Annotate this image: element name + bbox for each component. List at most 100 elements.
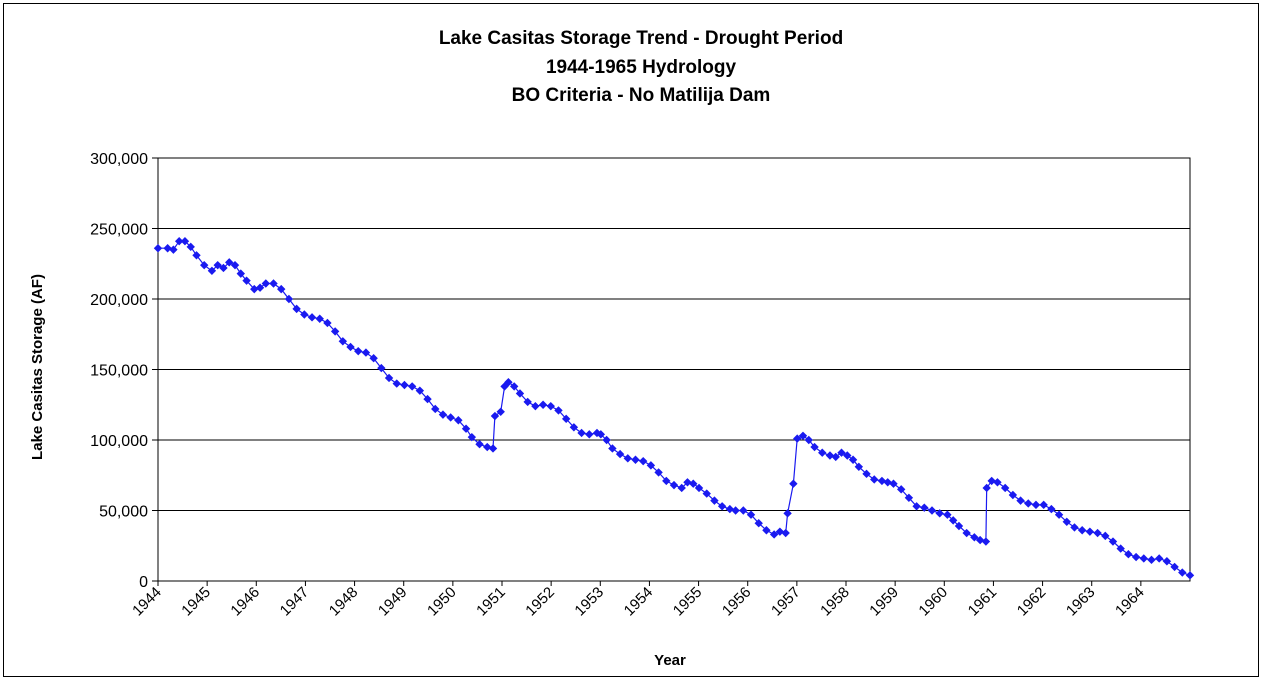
data-point xyxy=(608,444,617,453)
data-point xyxy=(207,266,217,275)
data-point xyxy=(739,506,748,515)
data-point xyxy=(1070,523,1079,532)
data-point xyxy=(292,304,301,314)
series-line xyxy=(158,240,1191,576)
data-point xyxy=(454,416,463,425)
data-point xyxy=(654,468,663,477)
y-axis-title: Lake Casitas Storage (AF) xyxy=(29,274,46,460)
data-point xyxy=(330,327,340,336)
data-point xyxy=(754,518,763,528)
data-point xyxy=(646,461,656,470)
data-point xyxy=(1047,504,1056,514)
data-point xyxy=(1024,499,1033,508)
y-tick-label: 50,000 xyxy=(99,504,148,521)
data-point xyxy=(702,489,711,498)
y-tick-label: 150,000 xyxy=(90,363,148,380)
data-point xyxy=(250,284,259,294)
data-point xyxy=(804,435,813,445)
data-point xyxy=(585,430,594,439)
y-tick-label: 250,000 xyxy=(90,222,148,239)
data-point xyxy=(615,449,625,459)
data-point xyxy=(987,476,996,486)
data-point xyxy=(602,435,611,445)
data-point xyxy=(731,506,740,515)
data-point xyxy=(596,430,606,439)
x-tick-label: 1952 xyxy=(522,584,558,620)
data-point xyxy=(490,411,500,421)
data-point xyxy=(1085,527,1095,536)
data-point xyxy=(762,526,771,535)
data-point xyxy=(975,535,985,545)
data-point xyxy=(1108,537,1118,546)
data-point xyxy=(1124,550,1133,559)
x-tick-label: 1961 xyxy=(965,584,1001,620)
data-point xyxy=(200,260,209,270)
data-point xyxy=(300,310,309,319)
data-point xyxy=(725,504,735,514)
data-point xyxy=(483,442,492,452)
data-point xyxy=(862,469,871,479)
data-point xyxy=(186,242,195,252)
data-point xyxy=(1116,544,1125,553)
chart-title-line-2: 1944-1965 Hydrology xyxy=(546,57,737,78)
data-point xyxy=(554,406,563,415)
data-point xyxy=(1062,517,1071,526)
x-tick-label: 1954 xyxy=(621,584,657,620)
y-tick-label: 100,000 xyxy=(90,433,148,450)
data-point xyxy=(848,455,858,464)
data-point xyxy=(710,496,719,505)
axes xyxy=(152,157,1191,586)
data-point xyxy=(1016,496,1025,505)
x-tick-label: 1956 xyxy=(719,584,755,620)
data-point xyxy=(1054,510,1064,519)
data-point xyxy=(488,444,498,453)
data-point xyxy=(346,342,355,352)
data-point xyxy=(592,428,602,438)
data-point xyxy=(896,485,906,494)
x-tick-label: 1950 xyxy=(424,584,460,620)
data-point xyxy=(1170,562,1179,572)
x-tick-label: 1958 xyxy=(817,584,853,620)
data-point xyxy=(1185,571,1195,580)
x-tick-label: 1960 xyxy=(915,584,951,620)
data-point xyxy=(662,476,671,486)
data-point xyxy=(338,337,348,346)
x-axis-title: Year xyxy=(654,652,686,669)
data-point xyxy=(219,263,228,273)
data-point xyxy=(883,478,892,487)
x-tick-label: 1963 xyxy=(1063,584,1099,620)
data-point xyxy=(927,506,937,515)
x-tick-label: 1957 xyxy=(768,584,804,620)
data-point xyxy=(153,244,163,253)
data-point xyxy=(920,503,929,512)
chart-title: Lake Casitas Storage Trend - Drought Per… xyxy=(439,28,843,106)
data-point xyxy=(1178,568,1187,577)
data-point xyxy=(623,454,632,463)
data-point xyxy=(935,509,944,518)
x-tick-label: 1945 xyxy=(178,584,214,620)
data-point xyxy=(1000,483,1010,493)
data-point xyxy=(561,414,571,424)
data-point xyxy=(515,389,525,398)
data-point xyxy=(689,479,698,488)
data-point xyxy=(438,410,448,419)
data-point xyxy=(446,413,455,422)
y-tick-label: 200,000 xyxy=(90,292,148,309)
x-tick-label: 1949 xyxy=(375,584,411,620)
data-point xyxy=(818,448,827,457)
data-point xyxy=(546,401,555,411)
x-tick-label: 1964 xyxy=(1112,584,1148,620)
chart-canvas: Lake Casitas Storage Trend - Drought Per… xyxy=(29,28,1195,669)
x-tick-label: 1947 xyxy=(277,584,313,620)
data-point xyxy=(354,346,363,356)
data-point xyxy=(1039,500,1048,510)
data-point xyxy=(361,348,371,357)
data-point xyxy=(461,424,471,433)
data-point xyxy=(677,483,686,493)
chart-title-line-3: BO Criteria - No Matilija Dam xyxy=(512,85,771,106)
data-point xyxy=(523,397,532,407)
data-point xyxy=(392,379,401,388)
data-point xyxy=(531,401,540,411)
x-tick-label: 1951 xyxy=(473,584,509,620)
data-point xyxy=(789,479,798,488)
